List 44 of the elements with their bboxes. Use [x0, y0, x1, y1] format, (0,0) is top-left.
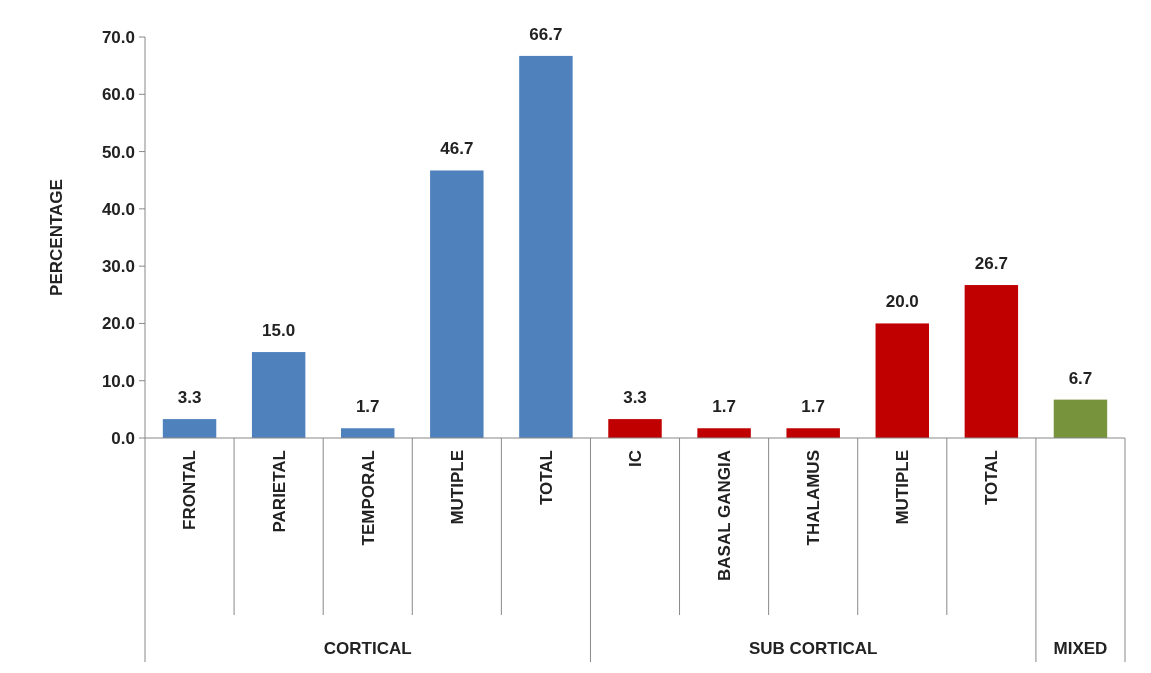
y-tick-label: 10.0	[101, 371, 135, 391]
y-tick-label: 50.0	[101, 142, 135, 162]
y-tick-label: 60.0	[101, 85, 135, 105]
data-label: 26.7	[974, 254, 1008, 274]
x-tick-label: IC	[625, 450, 645, 467]
x-tick-label: MUTIPLE	[893, 450, 913, 525]
data-label: 3.3	[623, 388, 647, 408]
bar	[162, 419, 217, 438]
bar	[964, 285, 1019, 438]
bar	[341, 428, 395, 438]
bar	[875, 323, 929, 438]
data-label: 20.0	[885, 292, 919, 312]
x-tick-label: FRONTAL	[180, 450, 200, 530]
bar	[430, 170, 484, 438]
y-tick-label: 0.0	[111, 428, 135, 448]
data-label: 3.3	[177, 388, 202, 408]
x-tick-label: THALAMUS	[804, 450, 824, 546]
bar	[519, 55, 573, 438]
x-tick-label: TOTAL	[536, 450, 556, 506]
y-tick-label: 30.0	[101, 257, 135, 277]
data-label: 46.7	[440, 139, 474, 159]
y-tick-label: 70.0	[101, 27, 135, 47]
x-tick-label: PARIETAL	[269, 450, 289, 533]
text: CORTICAL	[323, 638, 412, 658]
bar	[1053, 399, 1108, 438]
data-label: 1.7	[712, 397, 736, 417]
data-label: 6.7	[1068, 368, 1093, 388]
bar	[608, 419, 662, 438]
text: SUB CORTICAL	[748, 638, 878, 658]
data-label: 66.7	[529, 24, 563, 44]
text: MIXED	[1053, 638, 1108, 658]
x-tick-label: MUTIPLE	[447, 450, 467, 525]
y-tick-label: 20.0	[101, 314, 135, 334]
data-label: 15.0	[262, 321, 296, 341]
y-tick-label: 40.0	[101, 199, 135, 219]
x-tick-label: TEMPORAL	[358, 450, 378, 546]
bar	[697, 428, 751, 438]
bar	[251, 352, 306, 438]
x-tick-label: TOTAL	[982, 450, 1002, 506]
y-axis-title: PERCENTAGE	[47, 179, 66, 296]
data-label: 1.7	[801, 397, 825, 417]
data-label: 1.7	[355, 397, 380, 417]
x-tick-label: BASAL GANGIA	[715, 450, 735, 581]
bar	[786, 428, 840, 438]
